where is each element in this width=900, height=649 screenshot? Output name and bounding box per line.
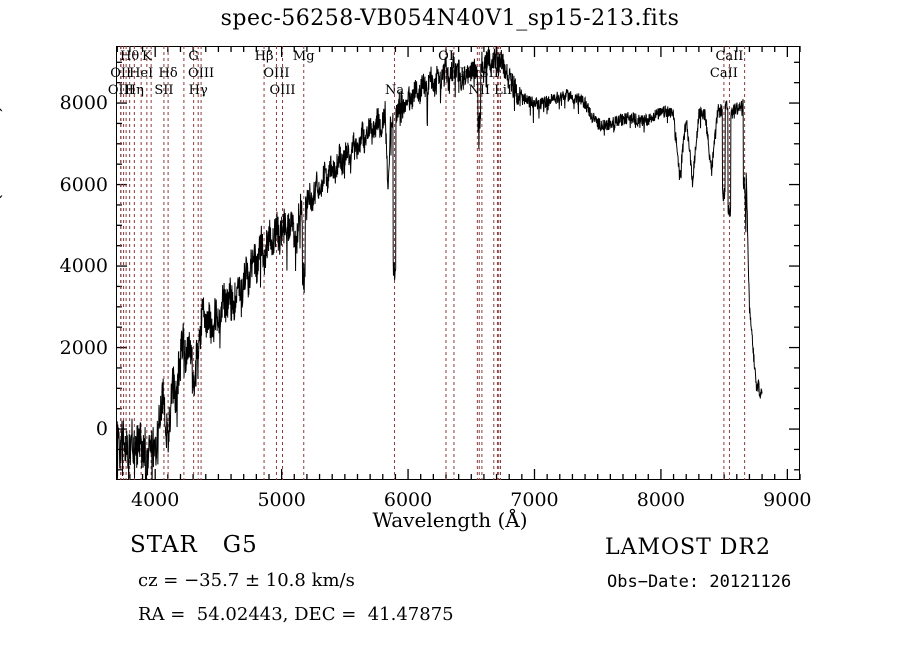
line-label-18: OIII <box>269 83 296 98</box>
x-tick-5000: 5000 <box>257 489 306 511</box>
line-label-5: OI <box>438 49 454 64</box>
x-tick-6000: 6000 <box>383 489 433 511</box>
line-label-4: Mg <box>292 49 315 64</box>
line-label-1: K <box>141 49 152 64</box>
y-tick-8000: 8000 <box>59 92 108 115</box>
line-label-15: Hη <box>124 83 144 98</box>
coordinates: RA = 54.02443, DEC = 41.47875 <box>138 604 454 625</box>
x-tick-7000: 7000 <box>510 489 559 511</box>
line-label-16: SII <box>154 83 174 98</box>
line-label-3: Hβ <box>254 49 274 64</box>
line-label-2: G <box>188 49 199 64</box>
x-axis-label: Wavelength (Å) <box>372 508 528 532</box>
line-label-0: Hθ <box>120 49 140 64</box>
x-tick-8000: 8000 <box>636 489 686 511</box>
line-label-20: NII LiI <box>468 83 513 98</box>
line-label-14: OIII <box>107 83 134 98</box>
survey-name: LAMOST DR2 <box>605 535 771 560</box>
line-label-7: OII <box>110 66 132 81</box>
plot-frame <box>116 46 800 480</box>
y-tick-6000: 6000 <box>59 173 108 196</box>
y-tick-0: 0 <box>95 418 108 441</box>
x-tick-9000: 9000 <box>763 489 812 511</box>
radial-velocity: cz = −35.7 ± 10.8 km/s <box>138 570 355 591</box>
obs-date: Obs−Date: 20121126 <box>607 572 792 592</box>
spectrum-curve <box>116 46 763 480</box>
line-label-17: Hγ <box>188 83 208 98</box>
y-axis-label: Flux (relative) <box>0 104 4 256</box>
object-summary: STAR G5 <box>130 532 258 558</box>
spectral-line-markers <box>120 46 746 480</box>
y-tick-2000: 2000 <box>59 336 108 359</box>
y-tick-4000: 4000 <box>59 255 108 278</box>
line-label-9: Hδ <box>158 66 178 81</box>
line-label-8: HeI <box>129 66 154 81</box>
page-title: spec-56258-VB054N40V1_sp15-213.fits <box>220 6 680 31</box>
spectral-class: G5 <box>222 532 258 558</box>
line-label-11: OIII <box>263 66 290 81</box>
line-label-10: OIII <box>188 66 215 81</box>
line-label-12: HαSII <box>459 66 499 81</box>
line-label-13: CaII <box>709 66 738 81</box>
object-type: STAR <box>130 532 198 558</box>
line-label-6: CaII <box>715 49 744 64</box>
x-tick-4000: 4000 <box>131 489 180 511</box>
plot-area <box>116 46 801 480</box>
line-label-19: Na <box>384 83 405 98</box>
